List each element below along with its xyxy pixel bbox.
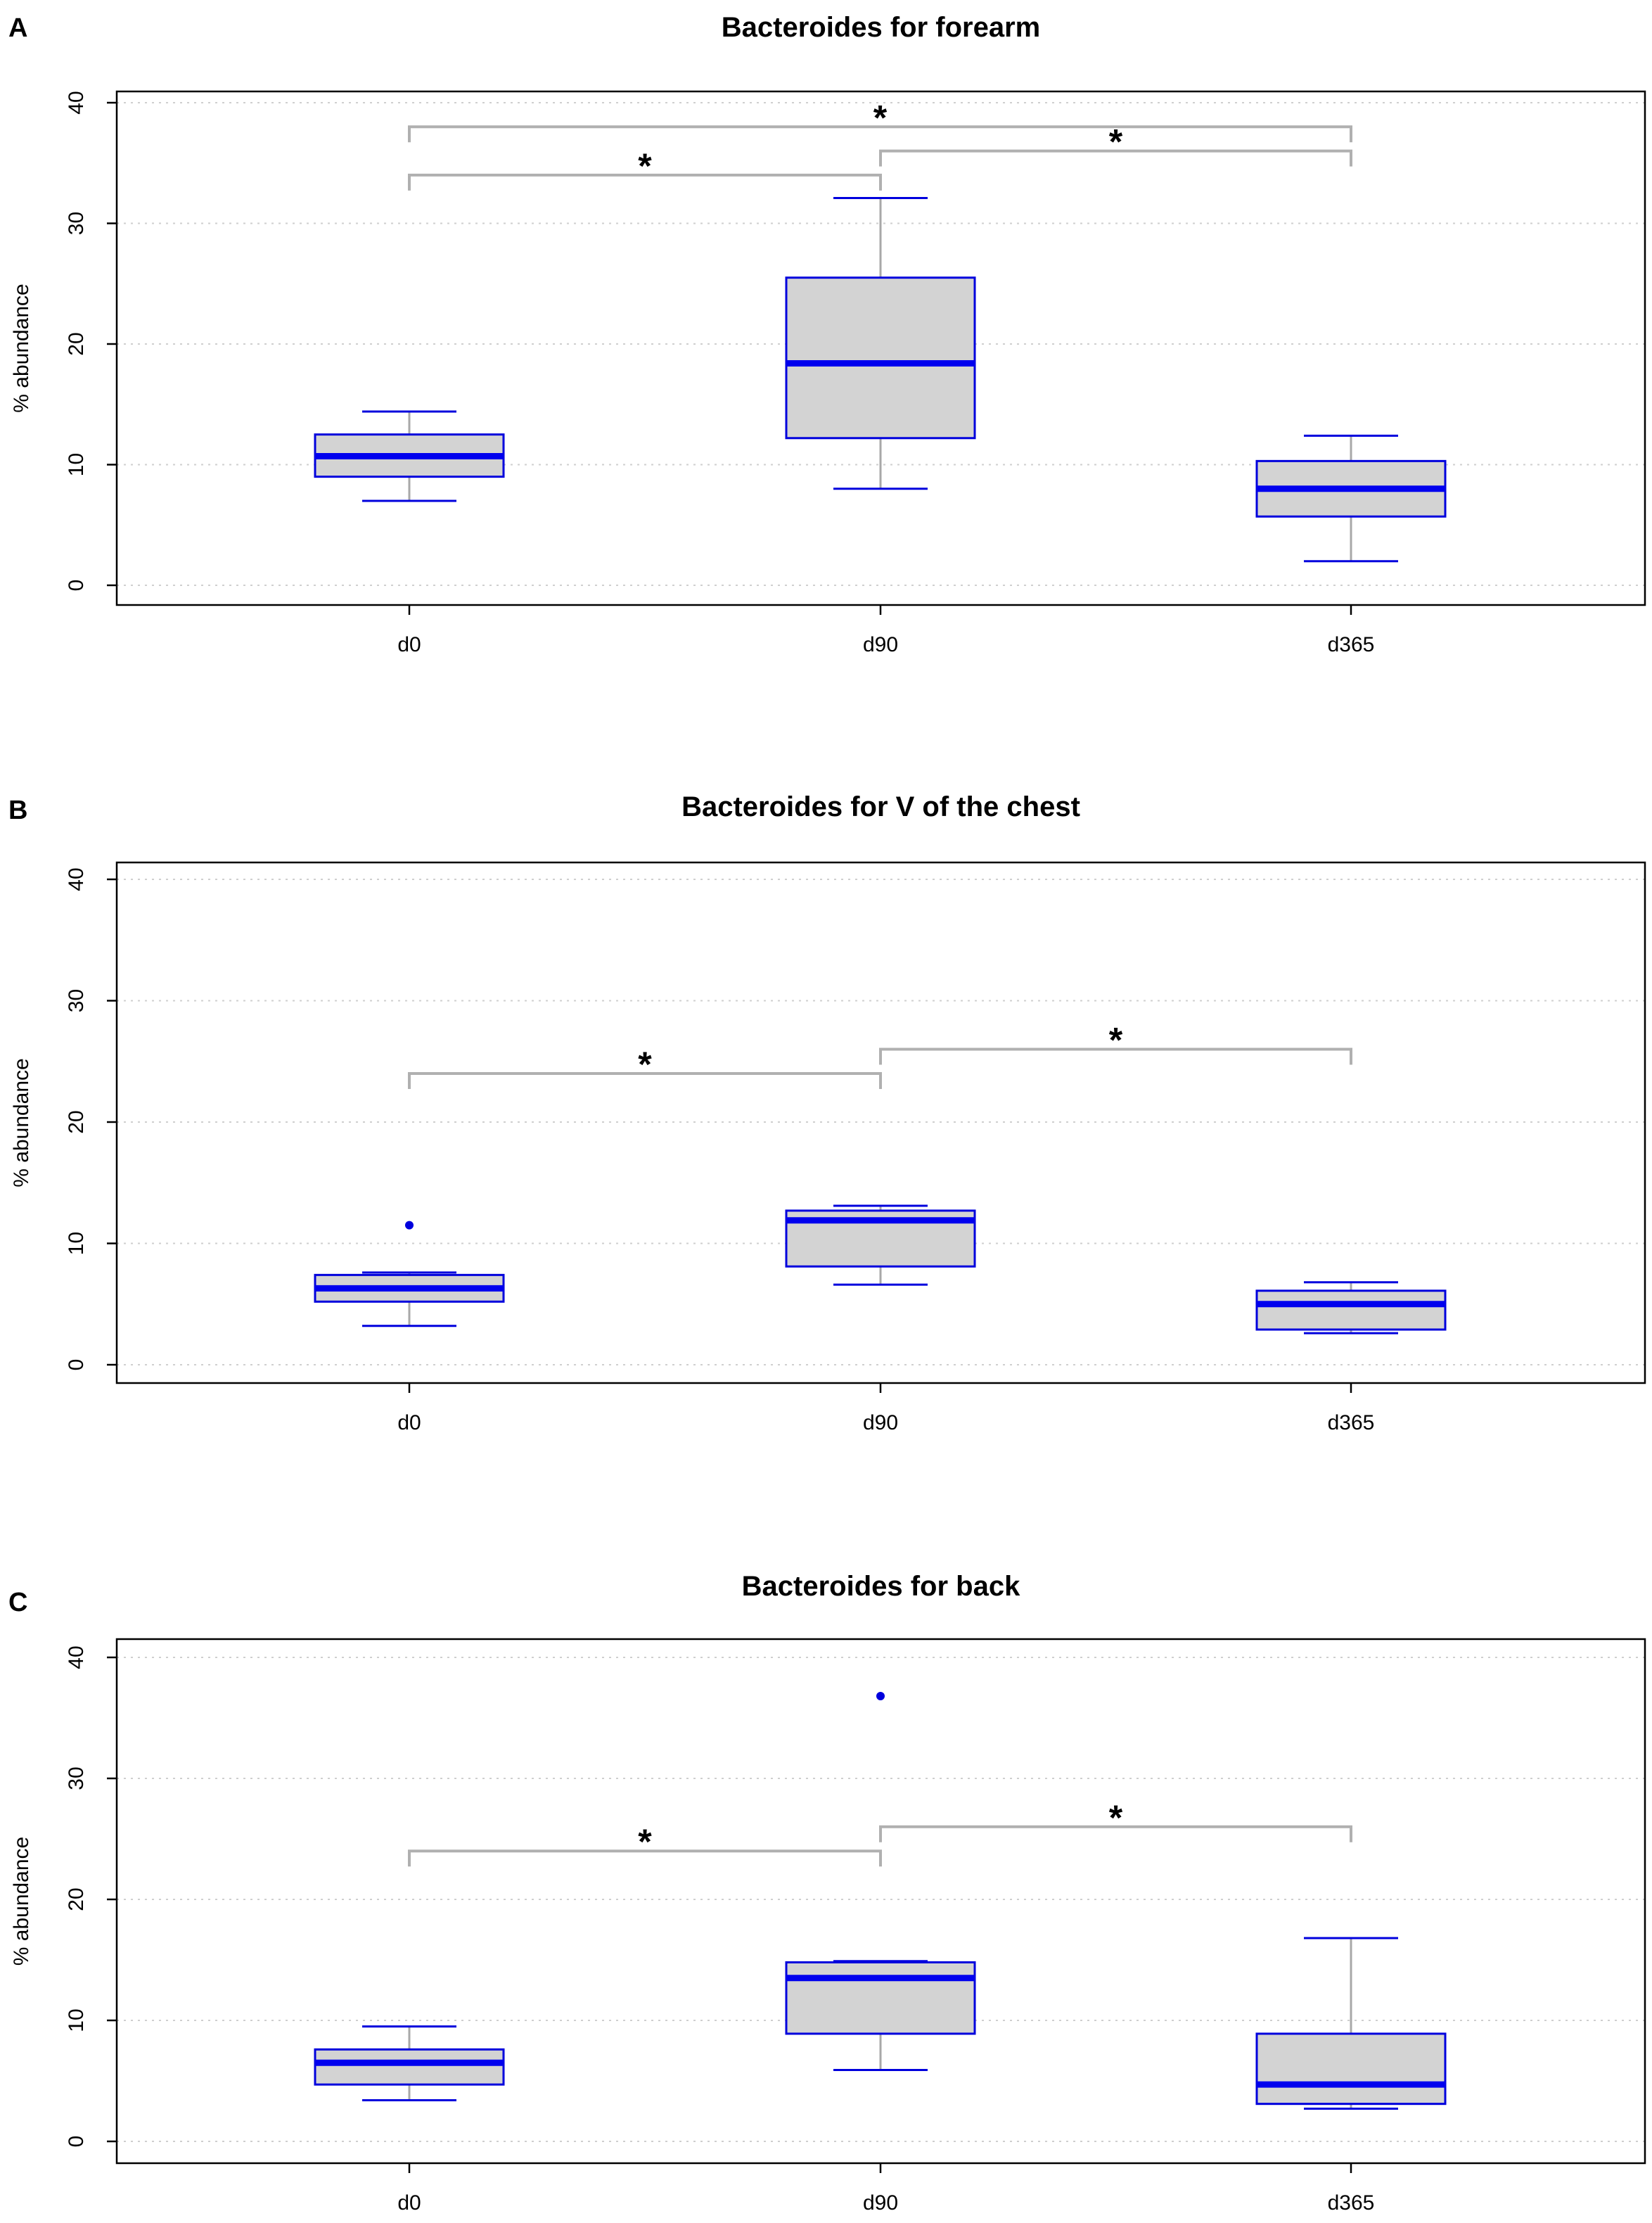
outlier-point <box>876 1692 885 1701</box>
y-tick-label: 10 <box>65 453 88 476</box>
box-body <box>1255 1289 1447 1331</box>
panel-letter: C <box>8 1588 27 1617</box>
box-body <box>785 1961 976 2035</box>
bracket-line <box>408 125 1352 143</box>
y-tick-label: 0 <box>65 580 88 592</box>
significance-bracket: * <box>879 1021 1352 1065</box>
y-tick-label: 40 <box>65 867 88 891</box>
x-tick-label: d365 <box>1328 1411 1375 1434</box>
bracket-line <box>879 1047 1352 1065</box>
box-d0 <box>314 2025 505 2102</box>
y-axis-label: % abundance <box>10 1058 33 1187</box>
significance-star: * <box>1109 1798 1123 1837</box>
significance-bracket: * <box>408 98 1352 143</box>
bracket-line <box>879 1825 1352 1842</box>
box-body <box>1255 2032 1447 2106</box>
box-d90 <box>785 1204 976 1286</box>
y-tick-label: 30 <box>65 1766 88 1790</box>
chart-title: Bacteroides for V of the chest <box>681 791 1080 822</box>
y-tick-label: 10 <box>65 1232 88 1255</box>
y-tick-label: 20 <box>65 332 88 355</box>
significance-bracket: * <box>879 122 1352 167</box>
significance-bracket: * <box>879 1798 1352 1842</box>
y-tick-label: 20 <box>65 1110 88 1133</box>
box-body <box>785 276 976 440</box>
panel-letter: A <box>8 13 27 43</box>
box-d90 <box>785 196 976 490</box>
box-d365 <box>1255 1281 1447 1335</box>
box-d365 <box>1255 1937 1447 2110</box>
y-tick-label: 10 <box>65 2008 88 2032</box>
x-tick-label: d0 <box>397 1411 421 1434</box>
y-tick-label: 40 <box>65 91 88 114</box>
y-tick-label: 30 <box>65 989 88 1012</box>
bracket-line <box>408 1849 882 1867</box>
significance-bracket: * <box>408 1045 882 1089</box>
significance-star: * <box>1109 122 1123 162</box>
significance-star: * <box>638 146 652 186</box>
x-tick-label: d90 <box>863 633 898 656</box>
y-axis-label: % abundance <box>10 284 33 413</box>
significance-star: * <box>873 98 888 137</box>
y-tick-label: 40 <box>65 1645 88 1669</box>
y-tick-label: 30 <box>65 212 88 235</box>
bracket-line <box>879 149 1352 167</box>
panel-letter: B <box>8 796 27 825</box>
box-d0 <box>314 410 505 502</box>
panel-b: B Bacteroides for V of the chest 0 10 20 30 40… <box>8 791 1646 1434</box>
y-axis-label: % abundance <box>10 1837 33 1966</box>
x-tick-label: d90 <box>863 2191 898 2215</box>
x-tick-label: d0 <box>397 2191 421 2215</box>
panel-a: A Bacteroides for forearm 0 10 20 30 40 % abund… <box>8 12 1646 656</box>
x-tick-label: d0 <box>397 633 421 656</box>
x-tick-label: d90 <box>863 1411 898 1434</box>
significance-star: * <box>638 1822 652 1861</box>
x-tick-label: d365 <box>1328 633 1375 656</box>
chart-title: Bacteroides for back <box>742 1571 1020 1602</box>
box-d0 <box>314 1221 505 1327</box>
x-tick-label: d365 <box>1328 2191 1375 2215</box>
y-tick-label: 0 <box>65 2136 88 2148</box>
y-tick-label: 20 <box>65 1887 88 1911</box>
outlier-point <box>405 1221 414 1230</box>
significance-star: * <box>1109 1021 1123 1060</box>
box-d365 <box>1255 434 1447 563</box>
bracket-line <box>408 173 882 191</box>
panel-c: C Bacteroides for back 0 10 20 30 40 % abundanc… <box>8 1571 1646 2215</box>
box-d90 <box>785 1692 976 2072</box>
significance-star: * <box>638 1045 652 1084</box>
bracket-line <box>408 1072 882 1089</box>
significance-bracket: * <box>408 146 882 191</box>
box-body <box>314 2048 505 2086</box>
chart-title: Bacteroides for forearm <box>722 12 1040 43</box>
y-tick-label: 0 <box>65 1359 88 1371</box>
significance-bracket: * <box>408 1822 882 1867</box>
